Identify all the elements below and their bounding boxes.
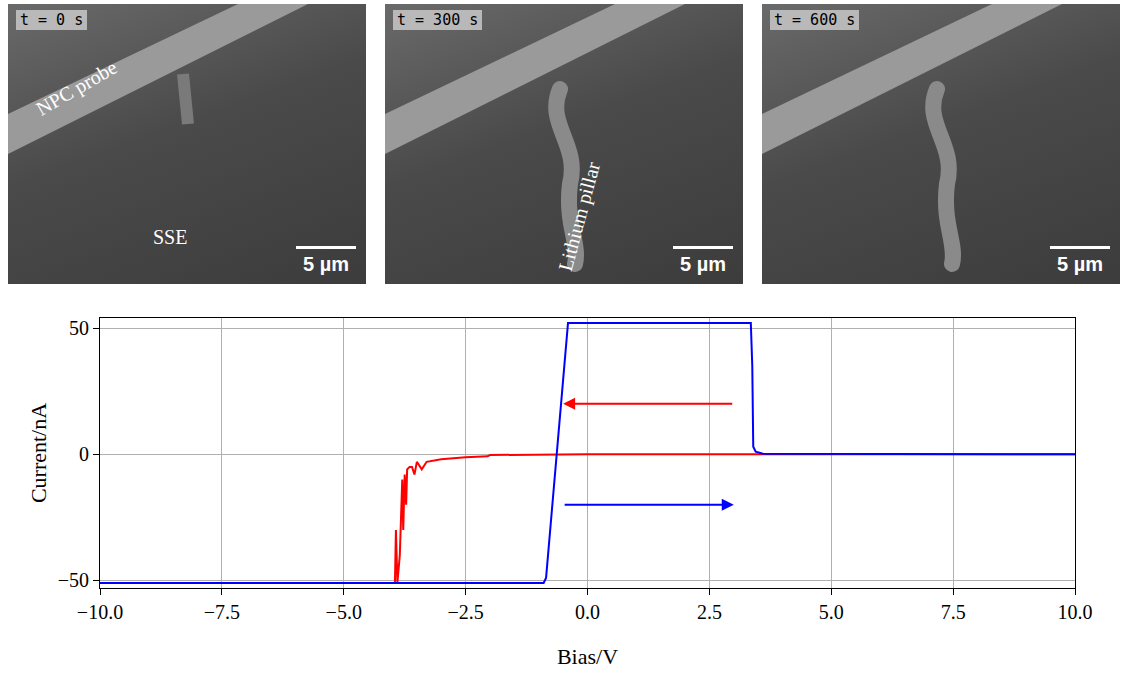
svg-text:0.0: 0.0 (575, 601, 600, 623)
svg-text:7.5: 7.5 (941, 601, 966, 623)
svg-text:Current/nA: Current/nA (26, 403, 51, 503)
html-text:Lithium pillar: Lithium pillar (553, 159, 604, 274)
html-text:5 µm: 5 µm (680, 253, 726, 275)
html-text:NPC probe: NPC probe (32, 55, 121, 120)
svg-text:−50: −50 (58, 569, 89, 591)
html-text:SSE: SSE (153, 226, 188, 248)
svg-text:0: 0 (79, 443, 89, 465)
html-text:t = 300 s: t = 300 s (397, 11, 479, 29)
svg-text:10.0: 10.0 (1058, 601, 1093, 623)
svg-text:2.5: 2.5 (697, 601, 722, 623)
html-text:t = 0 s: t = 0 s (20, 11, 84, 29)
svg-text:50: 50 (69, 317, 89, 339)
html-text:5 µm: 5 µm (303, 253, 349, 275)
svg-text:−2.5: −2.5 (447, 601, 483, 623)
svg-text:−7.5: −7.5 (204, 601, 240, 623)
svg-text:−10.0: −10.0 (77, 601, 123, 623)
svg-text:−5.0: −5.0 (326, 601, 362, 623)
html-text:t = 600 s: t = 600 s (774, 11, 856, 29)
svg-text:5.0: 5.0 (819, 601, 844, 623)
svg-text:Bias/V: Bias/V (557, 644, 618, 669)
html-text:5 µm: 5 µm (1057, 253, 1103, 275)
